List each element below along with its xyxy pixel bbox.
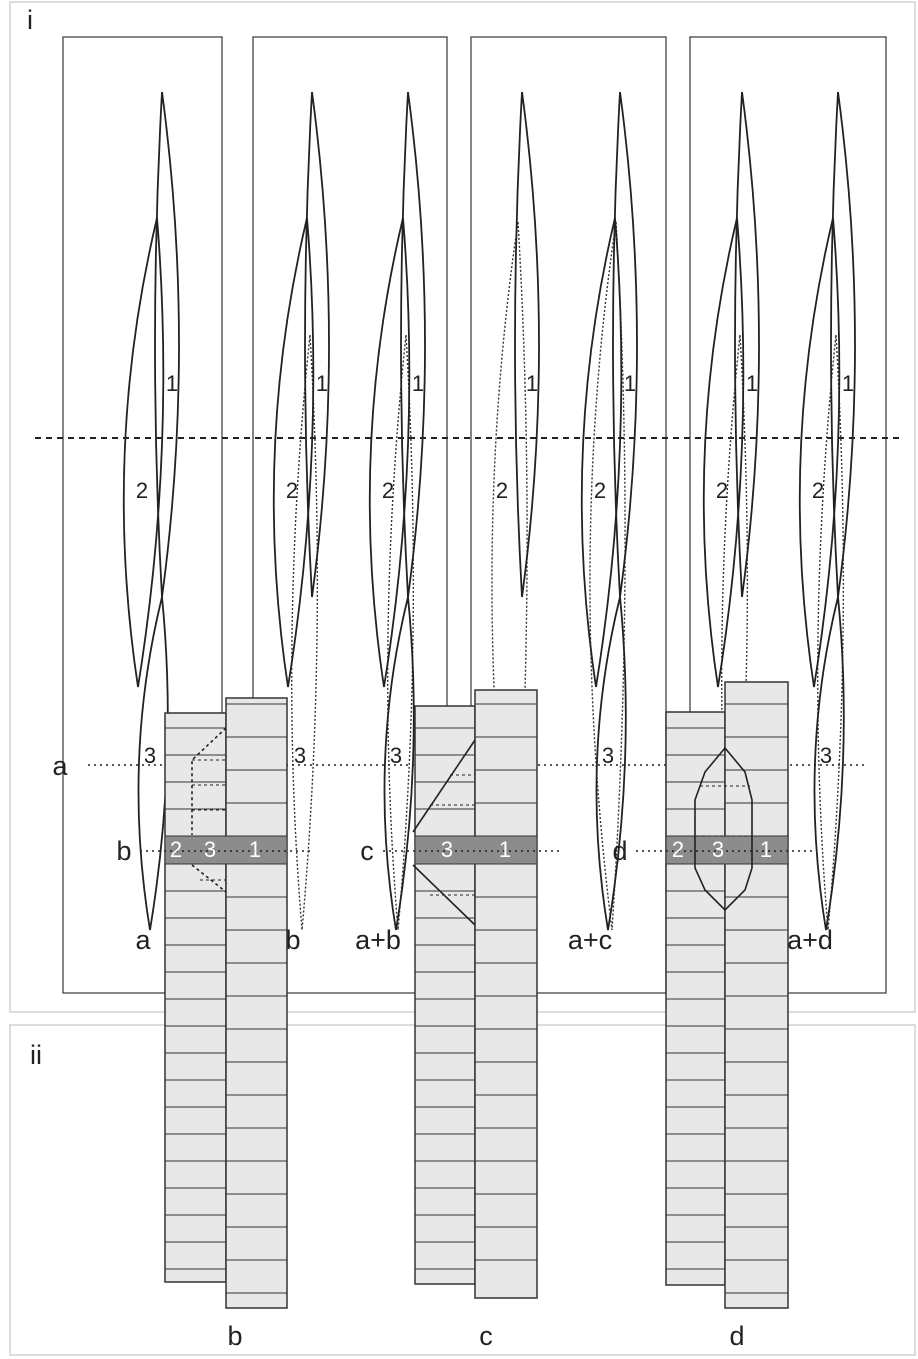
cell-label: 1 (499, 837, 511, 862)
cell-outline (702, 217, 745, 688)
cell-outline (137, 596, 169, 931)
cell-outline (595, 596, 627, 931)
cell-label: 3 (204, 837, 216, 862)
cell-label: 2 (812, 478, 824, 503)
cell-label: 2 (286, 478, 298, 503)
cell-outline (368, 217, 411, 688)
cell-label: 3 (820, 743, 832, 768)
cell-label: 3 (390, 743, 402, 768)
cell-outline (122, 217, 165, 688)
cell-label: 1 (760, 837, 772, 862)
diagram-caption: b (227, 1321, 242, 1351)
row-label: c (360, 836, 374, 866)
cell-label: 3 (441, 837, 453, 862)
boxes (62, 36, 887, 994)
line-label: a (52, 751, 68, 781)
cell-outline (734, 91, 760, 598)
diagram-caption: d (729, 1321, 744, 1351)
cell-outline (304, 91, 330, 598)
cell-label: 1 (842, 371, 854, 396)
diagram-caption: c (479, 1321, 493, 1351)
cell-outline (383, 596, 415, 931)
figure-caption: a+b (355, 925, 401, 955)
cell-outline (813, 596, 845, 931)
brick-column (225, 697, 288, 1309)
cell-label: 2 (594, 478, 606, 503)
brick-column (474, 689, 538, 1299)
cell-outline (272, 217, 315, 688)
cell-label: 2 (496, 478, 508, 503)
cell-label: 1 (746, 371, 758, 396)
row-label: b (116, 836, 131, 866)
section-row (164, 835, 288, 865)
cell-label: 2 (136, 478, 148, 503)
row-label: d (612, 836, 627, 866)
brick-column (164, 712, 227, 1283)
cell-label: 2 (382, 478, 394, 503)
cell-label: 2 (170, 837, 182, 862)
panel-label: i (27, 5, 33, 35)
brick-column (724, 681, 789, 1309)
cell-outline-dotted (589, 221, 626, 931)
figure-caption: a+d (787, 925, 833, 955)
cell-label: 3 (294, 743, 306, 768)
cell-label: 1 (412, 371, 424, 396)
cell-label: 1 (624, 371, 636, 396)
panel-label: ii (30, 1040, 42, 1070)
brick-column (414, 705, 476, 1285)
cell-label: 1 (249, 837, 261, 862)
cell-outline-dotted (721, 334, 749, 931)
cell-label: 1 (316, 371, 328, 396)
cell-outline (694, 746, 753, 912)
cell-outline (580, 217, 623, 688)
cell-label: 3 (712, 837, 724, 862)
figure-caption: a+c (568, 925, 612, 955)
cell-label: 3 (144, 743, 156, 768)
section-row (414, 835, 538, 865)
cell-outline (154, 91, 180, 598)
cell-outline-dotted (387, 334, 415, 931)
cell-outline (514, 91, 540, 598)
figure-caption: a (135, 925, 151, 955)
cell-outline-dotted (817, 334, 845, 931)
cell-outline (612, 91, 638, 598)
cell-label: 3 (602, 743, 614, 768)
section-row (665, 835, 789, 865)
cell-label: 2 (716, 478, 728, 503)
cell-label: 1 (526, 371, 538, 396)
cell-label: 2 (672, 837, 684, 862)
cell-label: 1 (166, 371, 178, 396)
figure-caption: b (285, 925, 300, 955)
cell-outline (798, 217, 841, 688)
cell-outline-dotted (291, 334, 319, 931)
